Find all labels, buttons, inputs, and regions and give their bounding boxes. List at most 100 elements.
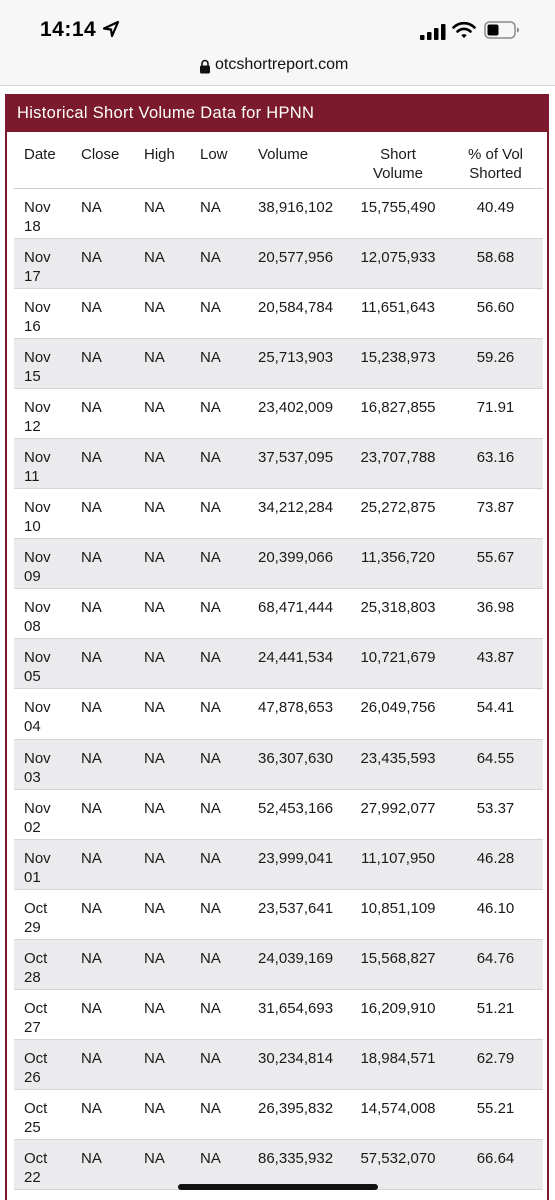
cell-short-volume: 14,574,008 bbox=[348, 1089, 448, 1141]
wifi-icon bbox=[452, 21, 476, 38]
cell-date-day: 05 bbox=[24, 668, 41, 686]
cell-low: NA bbox=[196, 338, 250, 389]
cell-low: NA bbox=[196, 1139, 250, 1191]
table-row: Nov 09 NA NA NA 20,399,066 11,356,720 55.67 bbox=[14, 538, 543, 590]
column-header-pct-line2: Shorted bbox=[469, 165, 522, 182]
cell-date-month: Oct bbox=[24, 1150, 48, 1168]
short-volume-table-container[interactable]: Date Close High Low Volume Short Volume %… bbox=[14, 138, 543, 1191]
url-text: otcshortreport.com bbox=[215, 56, 349, 73]
cell-volume: 25,713,903 bbox=[250, 338, 348, 389]
cell-high: NA bbox=[138, 688, 196, 740]
cell-volume: 38,916,102 bbox=[250, 188, 348, 239]
cell-close: NA bbox=[72, 739, 138, 790]
column-header-low: Low bbox=[196, 138, 250, 189]
cell-date-month: Nov bbox=[24, 599, 51, 617]
lock-icon bbox=[200, 59, 210, 74]
cell-volume: 23,402,009 bbox=[250, 388, 348, 439]
table-row: Nov 01 NA NA NA 23,999,041 11,107,950 46.28 bbox=[14, 839, 543, 890]
home-indicator[interactable] bbox=[178, 1184, 378, 1190]
cell-high: NA bbox=[138, 238, 196, 289]
cell-close: NA bbox=[72, 188, 138, 239]
cell-pct-shorted: 64.76 bbox=[448, 939, 543, 991]
cell-date-day: 29 bbox=[24, 918, 41, 936]
cell-low: NA bbox=[196, 989, 250, 1041]
cell-volume: 30,234,814 bbox=[250, 1039, 348, 1091]
cell-high: NA bbox=[138, 1089, 196, 1141]
cell-high: NA bbox=[138, 739, 196, 790]
cell-pct-shorted: 73.87 bbox=[448, 488, 543, 540]
cell-date-day: 03 bbox=[24, 768, 41, 786]
column-header-pct-line1: % of Vol bbox=[467, 146, 524, 163]
cell-low: NA bbox=[196, 238, 250, 289]
cell-volume: 68,471,444 bbox=[250, 588, 348, 640]
cell-date-day: 28 bbox=[24, 968, 41, 986]
cell-date-day: 18 bbox=[24, 217, 41, 235]
cell-date: Nov 09 bbox=[14, 538, 72, 590]
table-row: Oct 26 NA NA NA 30,234,814 18,984,571 62.79 bbox=[14, 1039, 543, 1091]
cell-date-month: Nov bbox=[24, 198, 51, 216]
table-row: Nov 02 NA NA NA 52,453,166 27,992,077 53.37 bbox=[14, 789, 543, 840]
cell-high: NA bbox=[138, 588, 196, 640]
battery-icon bbox=[484, 21, 519, 39]
cell-close: NA bbox=[72, 1089, 138, 1141]
cell-pct-shorted: 54.41 bbox=[448, 688, 543, 740]
cell-high: NA bbox=[138, 989, 196, 1041]
address-bar[interactable]: otcshortreport.com bbox=[0, 52, 555, 86]
cell-short-volume: 27,992,077 bbox=[348, 789, 448, 840]
status-time: 14:14 bbox=[40, 18, 97, 41]
cell-date: Nov 17 bbox=[14, 238, 72, 289]
cell-volume: 34,212,284 bbox=[250, 488, 348, 540]
cell-volume: 26,395,832 bbox=[250, 1089, 348, 1141]
cell-date: Oct 29 bbox=[14, 889, 72, 940]
cell-short-volume: 11,651,643 bbox=[348, 288, 448, 339]
cell-volume: 36,307,630 bbox=[250, 739, 348, 790]
table-row: Nov 08 NA NA NA 68,471,444 25,318,803 36.98 bbox=[14, 588, 543, 640]
column-header-date: Date bbox=[14, 138, 72, 189]
cell-date: Oct 27 bbox=[14, 989, 72, 1041]
cell-volume: 52,453,166 bbox=[250, 789, 348, 840]
table-body: Nov 18 NA NA NA 38,916,102 15,755,490 40.49 Nov 1… bbox=[14, 188, 543, 1191]
cell-high: NA bbox=[138, 939, 196, 991]
cell-date-month: Nov bbox=[24, 348, 51, 366]
cell-low: NA bbox=[196, 739, 250, 790]
cell-high: NA bbox=[138, 538, 196, 590]
cell-date-month: Nov bbox=[24, 499, 51, 517]
cell-date: Nov 02 bbox=[14, 789, 72, 840]
cell-pct-shorted: 43.87 bbox=[448, 638, 543, 690]
cell-short-volume: 11,356,720 bbox=[348, 538, 448, 590]
column-header-volume: Volume bbox=[250, 138, 348, 189]
cell-date-month: Nov bbox=[24, 298, 51, 316]
cell-short-volume: 16,827,855 bbox=[348, 388, 448, 439]
cell-low: NA bbox=[196, 889, 250, 940]
cell-short-volume: 10,851,109 bbox=[348, 889, 448, 940]
cell-pct-shorted: 62.79 bbox=[448, 1039, 543, 1091]
cell-low: NA bbox=[196, 438, 250, 490]
cell-low: NA bbox=[196, 488, 250, 540]
cell-date-day: 25 bbox=[24, 1119, 41, 1137]
cell-date-month: Nov bbox=[24, 799, 51, 817]
cell-date: Nov 18 bbox=[14, 188, 72, 239]
cell-close: NA bbox=[72, 388, 138, 439]
panel-title: Historical Short Volume Data for HPNN bbox=[7, 94, 547, 132]
cell-short-volume: 15,238,973 bbox=[348, 338, 448, 389]
cell-volume: 24,441,534 bbox=[250, 638, 348, 690]
table-row: Oct 22 NA NA NA 86,335,932 57,532,070 66.64 bbox=[14, 1139, 543, 1191]
table-row: Oct 28 NA NA NA 24,039,169 15,568,827 64.76 bbox=[14, 939, 543, 991]
short-volume-panel: Historical Short Volume Data for HPNN Da… bbox=[5, 94, 549, 1200]
cell-pct-shorted: 63.16 bbox=[448, 438, 543, 490]
cell-short-volume: 10,721,679 bbox=[348, 638, 448, 690]
cell-close: NA bbox=[72, 939, 138, 991]
cell-high: NA bbox=[138, 338, 196, 389]
table-row: Oct 25 NA NA NA 26,395,832 14,574,008 55.21 bbox=[14, 1089, 543, 1141]
column-header-pct-shorted: % of Vol Shorted bbox=[448, 138, 543, 189]
cell-short-volume: 15,568,827 bbox=[348, 939, 448, 991]
table-row: Nov 18 NA NA NA 38,916,102 15,755,490 40.49 bbox=[14, 188, 543, 239]
cell-volume: 37,537,095 bbox=[250, 438, 348, 490]
cell-close: NA bbox=[72, 889, 138, 940]
cell-high: NA bbox=[138, 889, 196, 940]
column-header-short-volume-line2: Volume bbox=[372, 165, 424, 182]
cell-volume: 23,999,041 bbox=[250, 839, 348, 890]
cell-low: NA bbox=[196, 939, 250, 991]
cell-pct-shorted: 36.98 bbox=[448, 588, 543, 640]
cell-date: Nov 11 bbox=[14, 438, 72, 490]
